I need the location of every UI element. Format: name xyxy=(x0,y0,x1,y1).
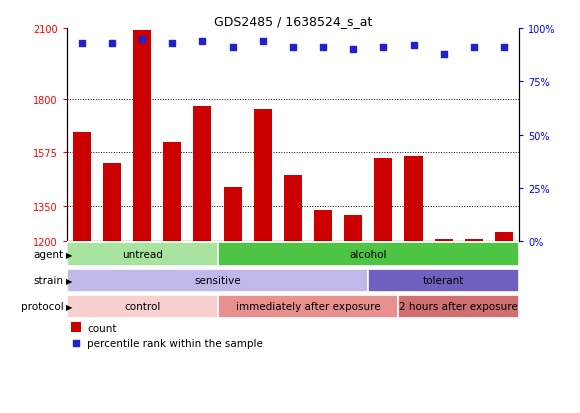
Point xyxy=(137,36,147,43)
Bar xyxy=(163,142,182,242)
Text: agent: agent xyxy=(34,249,64,260)
Bar xyxy=(314,211,332,242)
Bar xyxy=(133,31,151,242)
Bar xyxy=(434,239,453,242)
Point xyxy=(469,45,478,51)
Text: tolerant: tolerant xyxy=(423,275,465,286)
Bar xyxy=(218,295,398,318)
Text: immediately after exposure: immediately after exposure xyxy=(235,301,380,312)
Point xyxy=(499,45,509,51)
Bar xyxy=(103,164,121,242)
Bar xyxy=(465,239,483,242)
Text: GSM123072: GSM123072 xyxy=(439,245,448,294)
Text: percentile rank within the sample: percentile rank within the sample xyxy=(87,338,263,348)
Bar xyxy=(71,323,81,333)
Bar xyxy=(284,176,302,242)
Text: GSM123067: GSM123067 xyxy=(288,245,298,294)
Text: sensitive: sensitive xyxy=(194,275,241,286)
Point xyxy=(379,45,388,51)
Text: GSM123066: GSM123066 xyxy=(258,245,267,294)
Point xyxy=(107,40,117,47)
Text: ▶: ▶ xyxy=(66,250,72,259)
Point xyxy=(409,43,418,49)
Point xyxy=(288,45,298,51)
Point xyxy=(71,340,81,347)
Text: GSM123065: GSM123065 xyxy=(228,245,237,294)
Title: GDS2485 / 1638524_s_at: GDS2485 / 1638524_s_at xyxy=(213,15,372,28)
Point xyxy=(77,40,86,47)
Text: GSM122994: GSM122994 xyxy=(107,245,117,294)
Text: control: control xyxy=(124,301,160,312)
Point xyxy=(349,47,358,53)
Text: GSM123073: GSM123073 xyxy=(469,245,478,294)
Bar xyxy=(67,269,368,292)
Text: GSM123069: GSM123069 xyxy=(349,245,358,294)
Text: untread: untread xyxy=(122,249,162,260)
Point xyxy=(168,40,177,47)
Bar xyxy=(398,295,519,318)
Bar xyxy=(404,157,423,242)
Point xyxy=(258,38,267,45)
Bar xyxy=(368,269,519,292)
Text: GSM123002: GSM123002 xyxy=(137,245,147,294)
Text: ▶: ▶ xyxy=(66,276,72,285)
Text: GSM123003: GSM123003 xyxy=(168,245,177,294)
Text: GSM106918: GSM106918 xyxy=(77,245,86,294)
Text: ▶: ▶ xyxy=(66,302,72,311)
Bar xyxy=(253,109,272,242)
Point xyxy=(198,38,207,45)
Text: GSM123070: GSM123070 xyxy=(379,245,388,294)
Bar xyxy=(218,243,519,266)
Bar xyxy=(223,187,242,242)
Text: count: count xyxy=(87,323,117,333)
Bar xyxy=(193,107,212,242)
Bar xyxy=(374,159,393,242)
Text: GSM123007: GSM123007 xyxy=(198,245,207,294)
Text: strain: strain xyxy=(34,275,64,286)
Text: alcohol: alcohol xyxy=(350,249,387,260)
Text: GSM123074: GSM123074 xyxy=(499,245,509,294)
Point xyxy=(318,45,328,51)
Text: protocol: protocol xyxy=(21,301,64,312)
Point xyxy=(439,51,448,58)
Text: GSM123068: GSM123068 xyxy=(318,245,328,294)
Bar xyxy=(72,133,91,242)
Text: GSM123071: GSM123071 xyxy=(409,245,418,294)
Bar xyxy=(67,295,218,318)
Bar xyxy=(495,232,513,242)
Bar xyxy=(344,216,362,242)
Text: 2 hours after exposure: 2 hours after exposure xyxy=(400,301,518,312)
Point xyxy=(228,45,237,51)
Bar xyxy=(67,243,218,266)
